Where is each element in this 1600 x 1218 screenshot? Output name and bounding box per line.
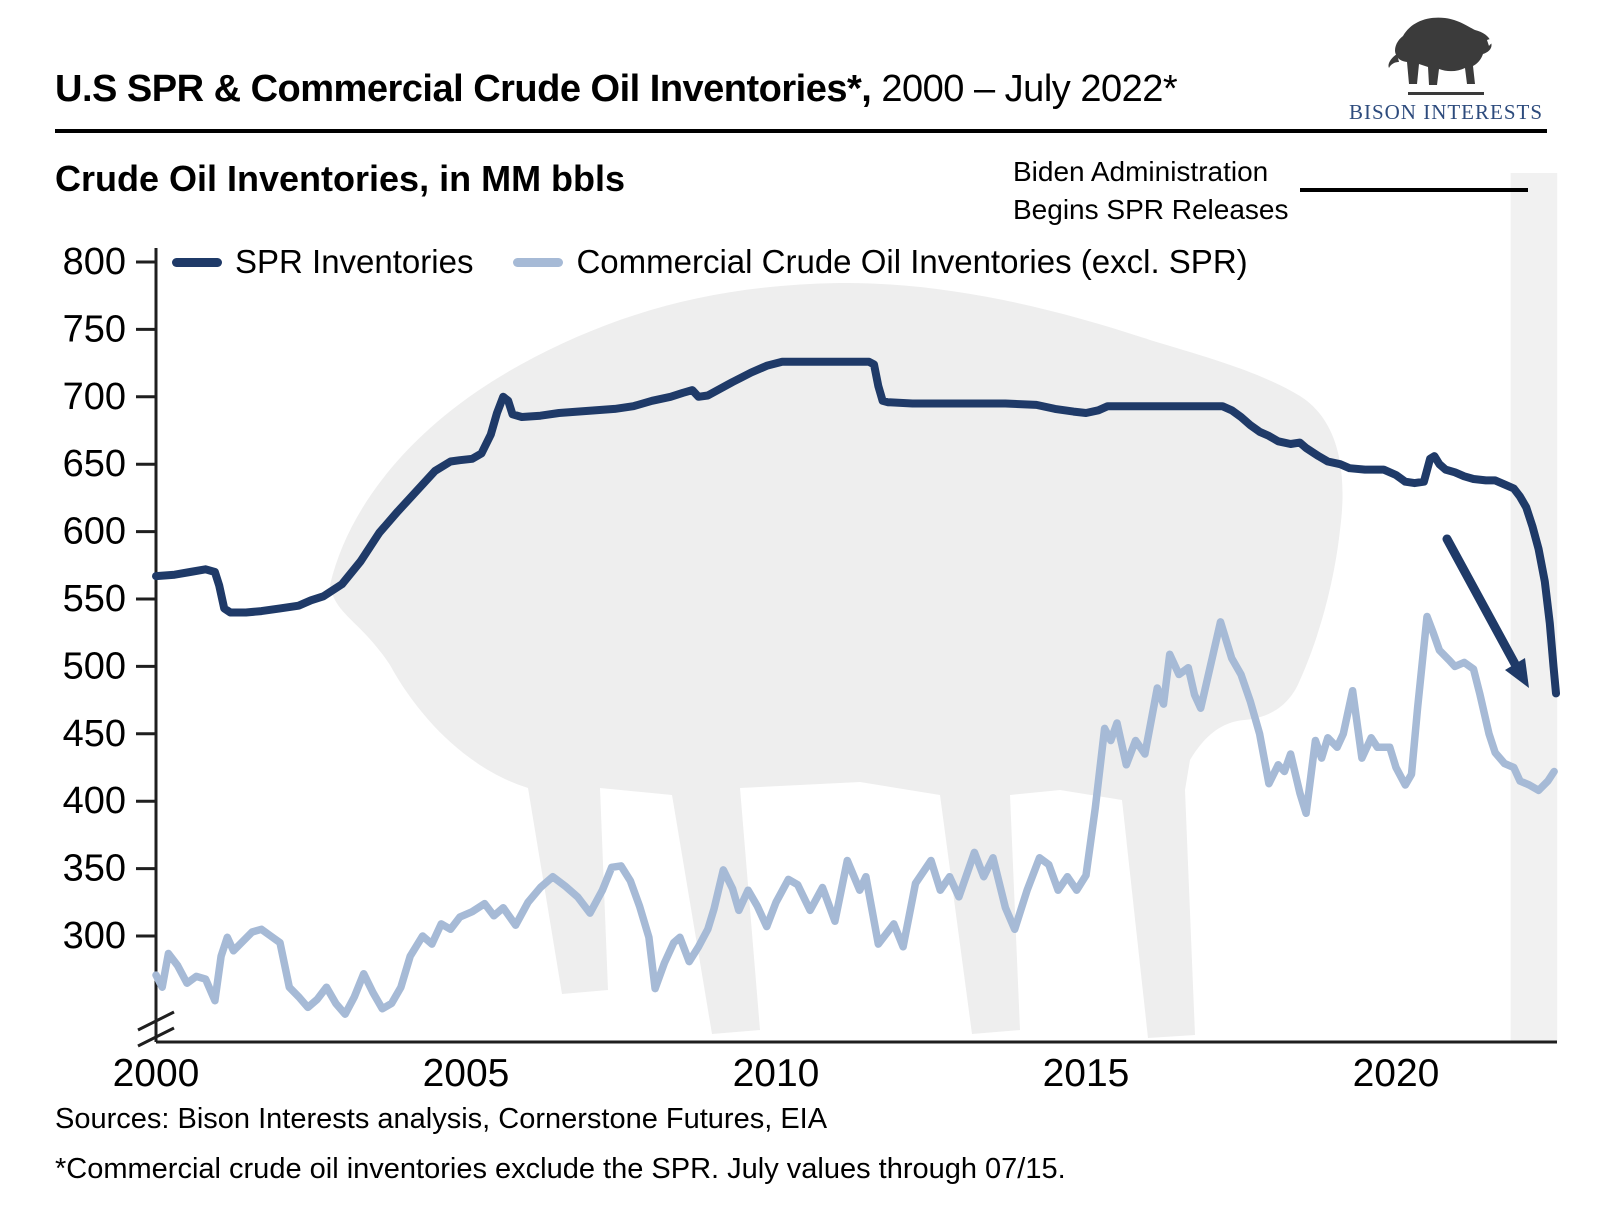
legend-entry-spr: SPR Inventories — [172, 243, 473, 281]
y-tick-label: 400 — [63, 780, 126, 822]
logo-brand-text: BISON INTERESTS — [1348, 100, 1544, 124]
decline-arrow — [1442, 534, 1529, 688]
logo-rule — [1408, 92, 1484, 95]
biden-annotation: Biden Administration Begins SPR Releases — [1013, 153, 1288, 229]
commercial-legend-swatch — [513, 257, 564, 267]
title-underline — [55, 129, 1547, 133]
y-tick-label: 800 — [63, 241, 126, 283]
spr-series-line — [152, 357, 1560, 698]
spr-legend-swatch — [172, 257, 222, 267]
sources-text: Sources: Bison Interests analysis, Corne… — [55, 1103, 828, 1135]
annotation-pointer-line — [1300, 188, 1528, 192]
footnote-text: *Commercial crude oil inventories exclud… — [55, 1153, 1066, 1185]
spr-legend-label: SPR Inventories — [235, 243, 474, 280]
y-tick-label: 450 — [63, 713, 126, 755]
series-group — [152, 357, 1560, 1018]
page-title-regular: 2000 – July 2022* — [871, 68, 1178, 110]
y-tick-label: 600 — [63, 511, 126, 553]
chart-title: Crude Oil Inventories, in MM bbls — [55, 158, 626, 199]
x-tick-label: 2000 — [113, 1052, 200, 1095]
x-tick-label: 2005 — [423, 1052, 510, 1095]
y-tick-label: 300 — [63, 915, 126, 957]
biden-annotation-line1: Biden Administration — [1013, 156, 1269, 187]
y-tick-label: 650 — [63, 443, 126, 485]
axis-break-mark — [137, 1026, 175, 1048]
chart-legend: SPR Inventories Commercial Crude Oil Inv… — [172, 243, 1248, 281]
y-tick-label: 350 — [63, 848, 126, 890]
y-tick-label: 700 — [63, 376, 126, 418]
x-tick-label: 2010 — [733, 1052, 820, 1095]
page-title-bold: U.S SPR & Commercial Crude Oil Inventori… — [55, 68, 872, 110]
axes: 800 750 700 650 600 550 500 450 400 350 300 2000 200… — [63, 241, 1557, 1095]
commercial-series-line — [152, 612, 1558, 1018]
bison-interests-logo: BISON INTERESTS — [1340, 12, 1552, 125]
y-tick-label: 500 — [63, 645, 126, 687]
y-tick-label: 550 — [63, 578, 126, 620]
page-title: U.S SPR & Commercial Crude Oil Inventori… — [55, 68, 1178, 111]
biden-annotation-line2: Begins SPR Releases — [1013, 194, 1289, 225]
x-tick-label: 2015 — [1043, 1052, 1130, 1095]
y-tick-label: 750 — [63, 308, 126, 350]
axis-break-mark — [137, 1010, 175, 1032]
commercial-legend-label: Commercial Crude Oil Inventories (excl. … — [576, 243, 1248, 280]
legend-entry-commercial: Commercial Crude Oil Inventories (excl. … — [513, 243, 1248, 281]
bison-logo-icon — [1388, 17, 1497, 85]
bison-watermark — [330, 282, 1343, 1038]
x-tick-label: 2020 — [1353, 1052, 1440, 1095]
